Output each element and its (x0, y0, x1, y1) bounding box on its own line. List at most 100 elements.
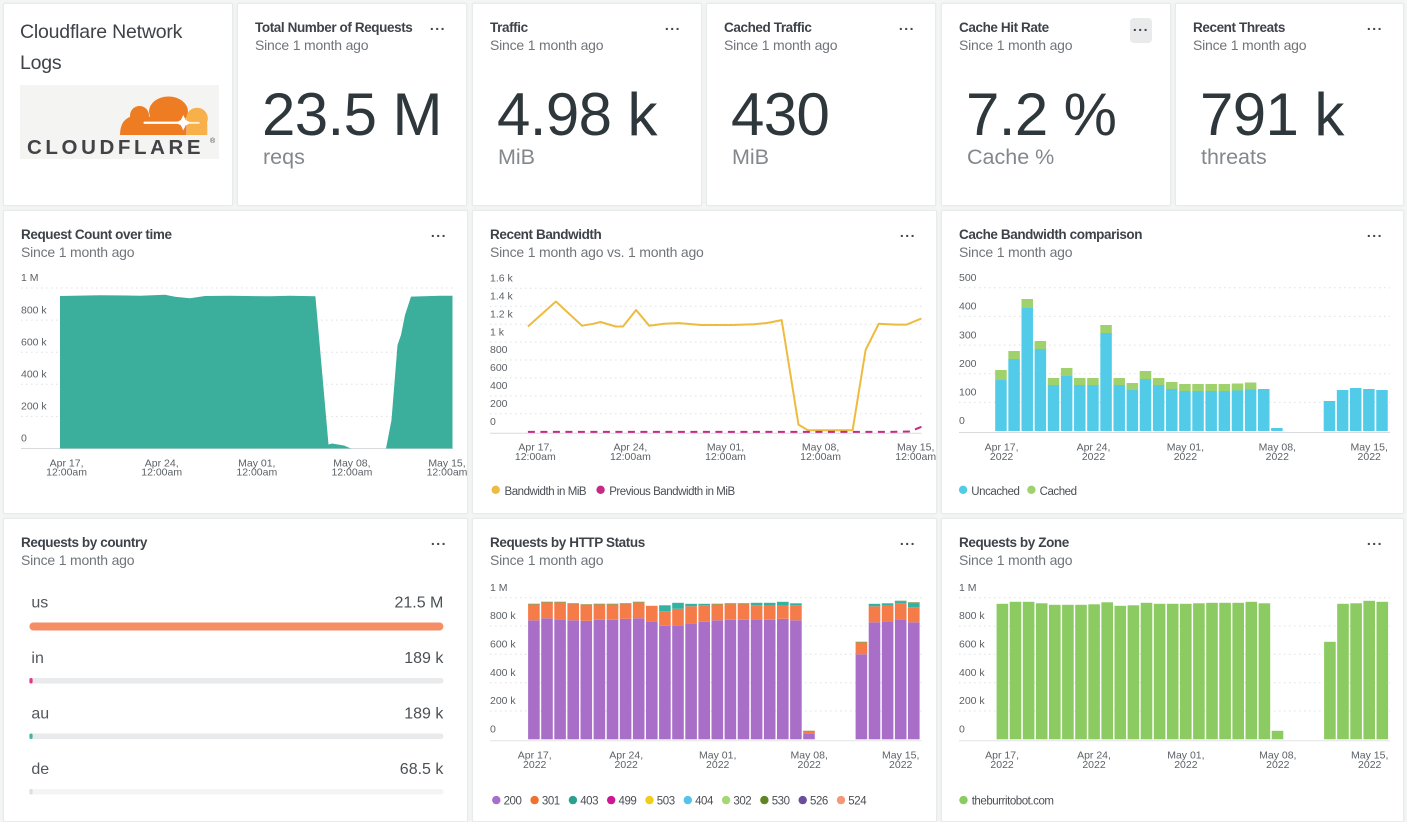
svg-text:2022: 2022 (1266, 759, 1290, 771)
svg-text:May 08,: May 08, (802, 442, 839, 454)
svg-text:May 01,: May 01, (707, 442, 744, 454)
svg-text:May 15,: May 15, (1351, 442, 1388, 454)
svg-text:May 15,: May 15, (1351, 749, 1388, 761)
svg-text:2022: 2022 (1358, 451, 1382, 463)
svg-text:404: 404 (695, 796, 714, 808)
svg-text:200: 200 (490, 398, 508, 410)
svg-text:2022: 2022 (798, 759, 822, 771)
svg-text:400: 400 (959, 301, 977, 313)
svg-text:1.2 k: 1.2 k (490, 308, 514, 320)
svg-text:Apr 24,: Apr 24, (145, 457, 179, 469)
svg-text:Apr 17,: Apr 17, (985, 749, 1019, 761)
svg-text:0: 0 (959, 415, 965, 427)
svg-text:us: us (31, 595, 48, 612)
svg-text:May 08,: May 08, (791, 749, 828, 761)
svg-text:May 15,: May 15, (882, 749, 919, 761)
svg-text:0: 0 (21, 433, 27, 445)
svg-text:800: 800 (490, 344, 508, 356)
svg-text:499: 499 (619, 796, 637, 808)
svg-text:12:00am: 12:00am (610, 451, 651, 463)
svg-text:2022: 2022 (615, 759, 639, 771)
svg-text:530: 530 (772, 796, 790, 808)
svg-text:12:00am: 12:00am (236, 467, 277, 479)
svg-text:12:00am: 12:00am (427, 467, 467, 479)
svg-text:Apr 17,: Apr 17, (518, 749, 552, 761)
svg-text:0: 0 (959, 724, 965, 736)
svg-text:2022: 2022 (1082, 451, 1106, 463)
svg-text:600: 600 (490, 362, 508, 374)
svg-text:12:00am: 12:00am (800, 451, 841, 463)
svg-text:403: 403 (580, 796, 598, 808)
svg-text:524: 524 (848, 796, 867, 808)
svg-text:68.5 k: 68.5 k (400, 761, 445, 778)
svg-text:2022: 2022 (1358, 759, 1382, 771)
svg-text:2022: 2022 (706, 759, 730, 771)
svg-text:Previous Bandwidth in MiB: Previous Bandwidth in MiB (609, 486, 735, 498)
svg-text:in: in (31, 650, 43, 667)
svg-text:300: 300 (959, 329, 977, 341)
svg-text:0: 0 (490, 416, 496, 428)
svg-text:Uncached: Uncached (971, 486, 1019, 498)
svg-text:Bandwidth in MiB: Bandwidth in MiB (505, 486, 587, 498)
svg-text:Apr 17,: Apr 17, (985, 442, 1019, 454)
svg-text:Apr 24,: Apr 24, (1077, 442, 1111, 454)
svg-text:200 k: 200 k (959, 695, 985, 707)
svg-text:800 k: 800 k (959, 610, 985, 622)
svg-text:Apr 24,: Apr 24, (1077, 749, 1111, 761)
svg-text:2022: 2022 (889, 759, 913, 771)
svg-text:400: 400 (490, 380, 508, 392)
svg-text:1 M: 1 M (21, 272, 39, 284)
svg-text:600 k: 600 k (21, 336, 47, 348)
svg-text:12:00am: 12:00am (331, 467, 372, 479)
svg-text:1.4 k: 1.4 k (490, 291, 514, 303)
svg-text:600 k: 600 k (490, 639, 516, 651)
svg-text:1 M: 1 M (959, 582, 977, 594)
svg-text:500: 500 (959, 272, 977, 284)
svg-text:2022: 2022 (1266, 451, 1290, 463)
svg-text:200 k: 200 k (490, 695, 516, 707)
svg-text:2022: 2022 (1174, 759, 1198, 771)
svg-text:0: 0 (490, 724, 496, 736)
svg-text:400 k: 400 k (21, 369, 47, 381)
svg-text:600 k: 600 k (959, 639, 985, 651)
svg-text:May 08,: May 08, (1259, 442, 1296, 454)
svg-text:Apr 24,: Apr 24, (613, 442, 647, 454)
svg-text:au: au (31, 706, 49, 723)
svg-text:1 k: 1 k (490, 326, 505, 338)
svg-text:302: 302 (733, 796, 751, 808)
svg-text:21.5 M: 21.5 M (394, 595, 443, 612)
svg-text:theburritobot.com: theburritobot.com (972, 796, 1054, 808)
svg-text:May 01,: May 01, (1167, 749, 1204, 761)
svg-text:1.6 k: 1.6 k (490, 273, 514, 285)
svg-text:May 15,: May 15, (428, 457, 465, 469)
svg-text:May 01,: May 01, (238, 457, 275, 469)
svg-text:800 k: 800 k (490, 610, 516, 622)
svg-text:12:00am: 12:00am (895, 451, 936, 463)
svg-text:526: 526 (810, 796, 828, 808)
svg-text:2022: 2022 (1082, 759, 1106, 771)
svg-text:Cached: Cached (1040, 486, 1077, 498)
svg-text:400 k: 400 k (490, 667, 516, 679)
svg-text:200: 200 (504, 796, 522, 808)
svg-text:2022: 2022 (1174, 451, 1198, 463)
svg-text:May 15,: May 15, (897, 442, 934, 454)
svg-text:May 08,: May 08, (333, 457, 370, 469)
svg-text:200: 200 (959, 358, 977, 370)
svg-text:12:00am: 12:00am (46, 467, 87, 479)
svg-text:503: 503 (657, 796, 675, 808)
svg-text:189 k: 189 k (404, 706, 444, 723)
svg-text:12:00am: 12:00am (141, 467, 182, 479)
svg-text:May 01,: May 01, (1167, 442, 1204, 454)
svg-text:de: de (31, 761, 49, 778)
svg-text:12:00am: 12:00am (515, 451, 556, 463)
svg-text:May 01,: May 01, (699, 749, 736, 761)
svg-text:189 k: 189 k (404, 650, 444, 667)
svg-text:Apr 17,: Apr 17, (518, 442, 552, 454)
svg-text:200 k: 200 k (21, 401, 47, 413)
svg-text:12:00am: 12:00am (705, 451, 746, 463)
svg-text:Apr 24,: Apr 24, (609, 749, 643, 761)
svg-text:400 k: 400 k (959, 667, 985, 679)
svg-text:2022: 2022 (523, 759, 547, 771)
svg-text:2022: 2022 (990, 759, 1014, 771)
svg-text:800 k: 800 k (21, 304, 47, 316)
